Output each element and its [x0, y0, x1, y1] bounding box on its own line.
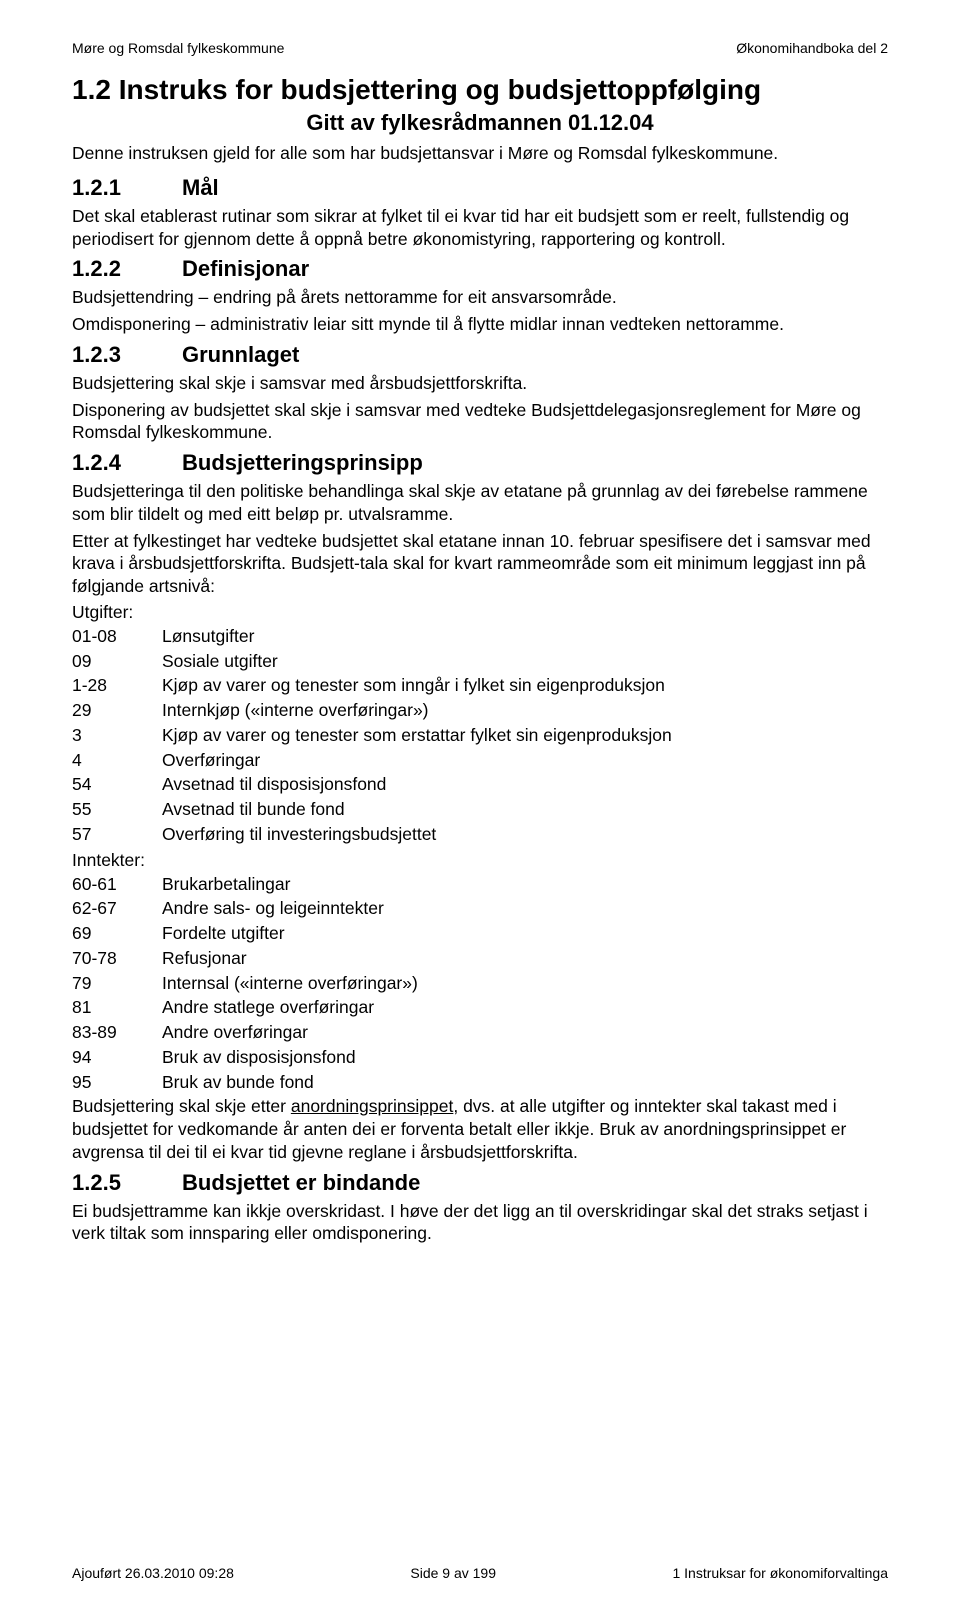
heading-121: 1.2.1Mål [72, 175, 888, 201]
paragraph: Etter at fylkestinget har vedteke budsje… [72, 530, 888, 598]
paragraph: Budsjetteringa til den politiske behandl… [72, 480, 888, 526]
list-item: 3Kjøp av varer og tenester som erstattar… [72, 724, 888, 747]
list-item-code: 81 [72, 996, 162, 1019]
heading-num: 1.2.4 [72, 450, 182, 476]
list-item-code: 57 [72, 823, 162, 846]
section-subtitle: Gitt av fylkesrådmannen 01.12.04 [72, 110, 888, 136]
list-item-label: Fordelte utgifter [162, 922, 888, 945]
list-item-label: Andre overføringar [162, 1021, 888, 1044]
list-item-code: 4 [72, 749, 162, 772]
list-item: 95Bruk av bunde fond [72, 1071, 888, 1094]
list-item-label: Overføring til investeringsbudsjettet [162, 823, 888, 846]
footer-left: Ajouført 26.03.2010 09:28 [72, 1565, 234, 1581]
paragraph: Omdisponering – administrativ leiar sitt… [72, 313, 888, 336]
list-item-label: Lønsutgifter [162, 625, 888, 648]
inntekter-list: 60-61Brukarbetalingar62-67Andre sals- og… [72, 873, 888, 1094]
header-left: Møre og Romsdal fylkeskommune [72, 40, 284, 56]
footer-center: Side 9 av 199 [410, 1565, 496, 1581]
list-item-code: 55 [72, 798, 162, 821]
list-item-label: Internkjøp («interne overføringar») [162, 699, 888, 722]
list-item-code: 69 [72, 922, 162, 945]
heading-num: 1.2.5 [72, 1170, 182, 1196]
list-item: 83-89Andre overføringar [72, 1021, 888, 1044]
heading-text: Budsjettet er bindande [182, 1170, 420, 1195]
heading-text: Definisjonar [182, 256, 309, 281]
list-item-label: Kjøp av varer og tenester som erstattar … [162, 724, 888, 747]
heading-123: 1.2.3Grunnlaget [72, 342, 888, 368]
list-item-code: 70-78 [72, 947, 162, 970]
list-item: 62-67Andre sals- og leigeinntekter [72, 897, 888, 920]
list-item-label: Bruk av bunde fond [162, 1071, 888, 1094]
list-item-label: Refusjonar [162, 947, 888, 970]
list-item: 60-61Brukarbetalingar [72, 873, 888, 896]
text-run: Budsjettering skal skje etter [72, 1096, 291, 1116]
list-item: 69Fordelte utgifter [72, 922, 888, 945]
list-item: 70-78Refusjonar [72, 947, 888, 970]
list-item-label: Avsetnad til bunde fond [162, 798, 888, 821]
list-item-code: 1-28 [72, 674, 162, 697]
paragraph: Disponering av budsjettet skal skje i sa… [72, 399, 888, 445]
section-title: 1.2 Instruks for budsjettering og budsje… [72, 74, 888, 106]
list-category-inntekter: Inntekter: [72, 850, 888, 871]
paragraph: Det skal etablerast rutinar som sikrar a… [72, 205, 888, 251]
list-item: 4Overføringar [72, 749, 888, 772]
paragraph: Budsjettering skal skje i samsvar med år… [72, 372, 888, 395]
heading-text: Mål [182, 175, 219, 200]
list-item-label: Overføringar [162, 749, 888, 772]
document-page: Møre og Romsdal fylkeskommune Økonomihan… [0, 0, 960, 1609]
list-category-utgifter: Utgifter: [72, 602, 888, 623]
heading-124: 1.2.4Budsjetteringsprinsipp [72, 450, 888, 476]
page-header: Møre og Romsdal fylkeskommune Økonomihan… [72, 40, 888, 56]
list-item: 54Avsetnad til disposisjonsfond [72, 773, 888, 796]
list-item: 57Overføring til investeringsbudsjettet [72, 823, 888, 846]
list-item-code: 79 [72, 972, 162, 995]
page-footer: Ajouført 26.03.2010 09:28 Side 9 av 199 … [72, 1565, 888, 1581]
list-item-code: 3 [72, 724, 162, 747]
paragraph: Budsjettering skal skje etter anordnings… [72, 1095, 888, 1163]
list-item-code: 60-61 [72, 873, 162, 896]
list-item-code: 29 [72, 699, 162, 722]
heading-122: 1.2.2Definisjonar [72, 256, 888, 282]
list-item-label: Brukarbetalingar [162, 873, 888, 896]
list-item-label: Sosiale utgifter [162, 650, 888, 673]
list-item-code: 09 [72, 650, 162, 673]
heading-text: Grunnlaget [182, 342, 299, 367]
list-item: 55Avsetnad til bunde fond [72, 798, 888, 821]
list-item-code: 01-08 [72, 625, 162, 648]
list-item: 1-28Kjøp av varer og tenester som inngår… [72, 674, 888, 697]
list-item: 01-08Lønsutgifter [72, 625, 888, 648]
utgifter-list: 01-08Lønsutgifter09Sosiale utgifter1-28K… [72, 625, 888, 846]
list-item-label: Bruk av disposisjonsfond [162, 1046, 888, 1069]
heading-num: 1.2.3 [72, 342, 182, 368]
list-item-code: 94 [72, 1046, 162, 1069]
intro-paragraph: Denne instruksen gjeld for alle som har … [72, 142, 888, 165]
heading-125: 1.2.5Budsjettet er bindande [72, 1170, 888, 1196]
paragraph: Budsjettendring – endring på årets netto… [72, 286, 888, 309]
list-item-label: Andre statlege overføringar [162, 996, 888, 1019]
list-item-label: Avsetnad til disposisjonsfond [162, 773, 888, 796]
list-item: 29Internkjøp («interne overføringar») [72, 699, 888, 722]
list-item-label: Internsal («interne overføringar») [162, 972, 888, 995]
list-item-code: 54 [72, 773, 162, 796]
header-right: Økonomihandboka del 2 [736, 40, 888, 56]
list-item-code: 83-89 [72, 1021, 162, 1044]
list-item-code: 95 [72, 1071, 162, 1094]
underlined-term: anordningsprinsippet [291, 1096, 453, 1116]
list-item-code: 62-67 [72, 897, 162, 920]
list-item: 09Sosiale utgifter [72, 650, 888, 673]
footer-right: 1 Instruksar for økonomiforvaltinga [672, 1565, 888, 1581]
list-item: 81Andre statlege overføringar [72, 996, 888, 1019]
paragraph: Ei budsjettramme kan ikkje overskridast.… [72, 1200, 888, 1246]
heading-num: 1.2.1 [72, 175, 182, 201]
heading-text: Budsjetteringsprinsipp [182, 450, 423, 475]
list-item-label: Andre sals- og leigeinntekter [162, 897, 888, 920]
heading-num: 1.2.2 [72, 256, 182, 282]
list-item-label: Kjøp av varer og tenester som inngår i f… [162, 674, 888, 697]
list-item: 79Internsal («interne overføringar») [72, 972, 888, 995]
list-item: 94Bruk av disposisjonsfond [72, 1046, 888, 1069]
